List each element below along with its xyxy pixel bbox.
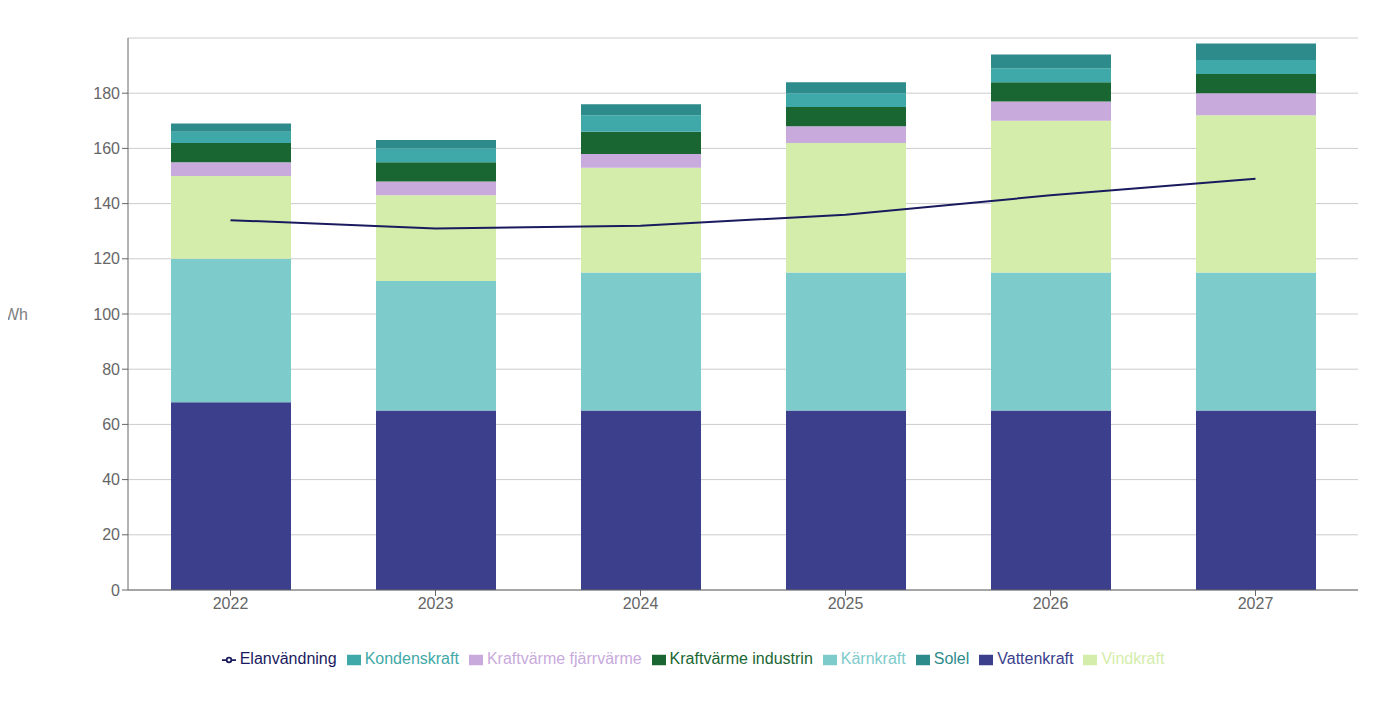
html-text:Kraftvärme fjärrvärme: Kraftvärme fjärrvärme: [486, 650, 642, 667]
html-text:Solel: Solel: [933, 650, 970, 667]
svg-text:140: 140: [93, 195, 120, 212]
html-text:Kondenskraft: Kondenskraft: [364, 650, 459, 667]
svg-text:0: 0: [111, 582, 120, 599]
svg-text:20: 20: [102, 526, 120, 543]
svg-text:180: 180: [93, 85, 120, 102]
svg-text:2023: 2023: [418, 595, 454, 612]
html-text:Kraftvärme industrin: Kraftvärme industrin: [669, 650, 813, 667]
svg-text:120: 120: [93, 250, 120, 267]
svg-text:2022: 2022: [213, 595, 249, 612]
html-text:Elanvändning: Elanvändning: [239, 650, 337, 667]
svg-text:2025: 2025: [828, 595, 864, 612]
html-text:Vindkraft: Vindkraft: [1101, 650, 1165, 667]
svg-text:2024: 2024: [623, 595, 659, 612]
svg-text:2026: 2026: [1033, 595, 1069, 612]
svg-text:40: 40: [102, 471, 120, 488]
svg-text:160: 160: [93, 140, 120, 157]
html-text:Kärnkraft: Kärnkraft: [840, 650, 906, 667]
svg-text:60: 60: [102, 416, 120, 433]
svg-text:100: 100: [93, 306, 120, 323]
html-text:Vattenkraft: Vattenkraft: [997, 650, 1074, 667]
svg-text:80: 80: [102, 361, 120, 378]
svg-text:TWh: TWh: [8, 306, 28, 323]
svg-text:2027: 2027: [1238, 595, 1274, 612]
